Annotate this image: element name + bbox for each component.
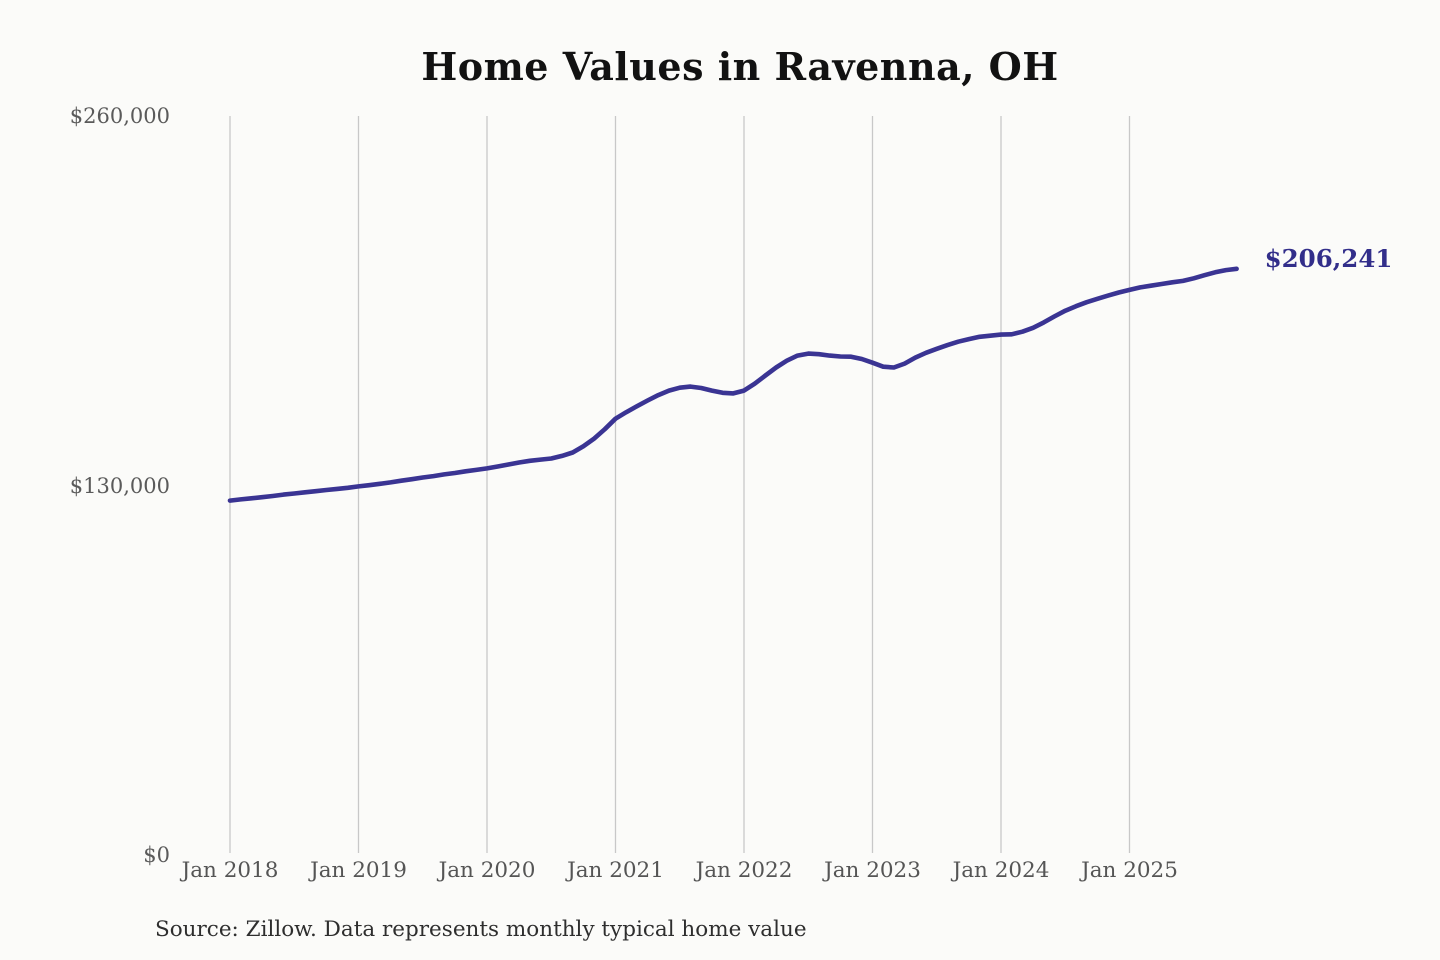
x-axis-tick-label: Jan 2025: [1081, 858, 1178, 883]
x-axis-tick-label: Jan 2023: [824, 858, 921, 883]
x-axis-tick-label: Jan 2018: [181, 858, 279, 883]
x-axis-tick-label: Jan 2019: [310, 858, 407, 883]
y-axis-tick-label: $0: [143, 843, 170, 867]
x-axis-tick-label: Jan 2022: [695, 858, 793, 883]
source-note: Source: Zillow. Data represents monthly …: [155, 917, 807, 942]
y-axis-tick-label: $260,000: [69, 104, 170, 128]
x-axis-tick-label: Jan 2020: [438, 858, 536, 883]
x-axis-tick-label: Jan 2021: [567, 858, 664, 883]
chart-title: Home Values in Ravenna, OH: [421, 44, 1059, 89]
y-axis-tick-label: $130,000: [69, 473, 170, 498]
home-value-line-series: [227, 266, 1239, 503]
x-axis-tick-label: Jan 2024: [952, 858, 1050, 883]
latest-value-label: $206,241: [1264, 243, 1393, 273]
